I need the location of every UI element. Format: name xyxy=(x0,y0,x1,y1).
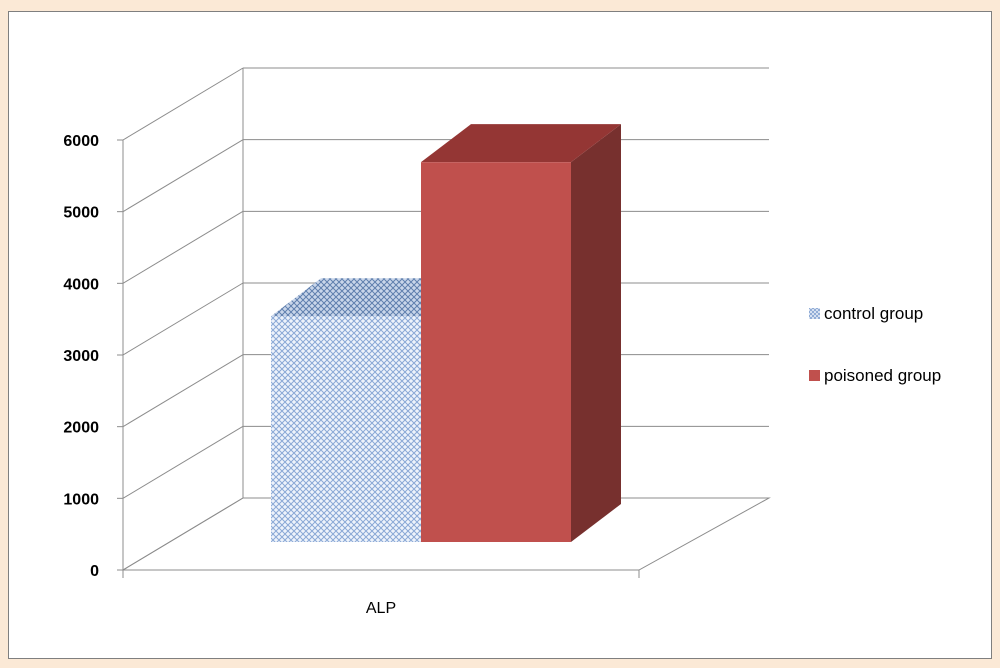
gridline-side xyxy=(122,282,244,356)
y-tick-label: 1000 xyxy=(63,491,99,508)
bar-top-poisoned-group xyxy=(421,124,621,163)
y-tick-label: 4000 xyxy=(63,276,99,293)
bars-layer xyxy=(271,124,621,543)
legend-swatch xyxy=(809,370,820,381)
legend: control group poisoned group xyxy=(809,304,941,385)
gridline-side xyxy=(122,210,244,284)
gridline-side xyxy=(122,425,244,499)
legend-swatch xyxy=(809,308,820,319)
gridline-side xyxy=(122,354,244,428)
y-tick-label: 5000 xyxy=(63,205,99,222)
legend-label: poisoned group xyxy=(824,366,941,385)
y-tick-label: 6000 xyxy=(63,133,99,150)
bar-chart: 0 1000 2000 3000 4000 5000 6000 ALP control gro… xyxy=(63,67,941,617)
floor xyxy=(121,497,771,571)
legend-label: control group xyxy=(824,304,923,323)
y-tick-label: 0 xyxy=(90,563,99,580)
chart-frame: 0 1000 2000 3000 4000 5000 6000 ALP control gro… xyxy=(8,11,992,659)
bar-side-poisoned-group xyxy=(571,124,621,543)
bar-control-group xyxy=(271,316,421,542)
y-tick-label: 3000 xyxy=(63,348,99,365)
y-tick-label: 2000 xyxy=(63,420,99,437)
gridline-side xyxy=(122,67,244,141)
bar-poisoned-group xyxy=(421,162,571,542)
x-category-label: ALP xyxy=(366,600,396,617)
gridline-side xyxy=(122,139,244,213)
labels-layer: 0 1000 2000 3000 4000 5000 6000 ALP xyxy=(63,133,396,617)
